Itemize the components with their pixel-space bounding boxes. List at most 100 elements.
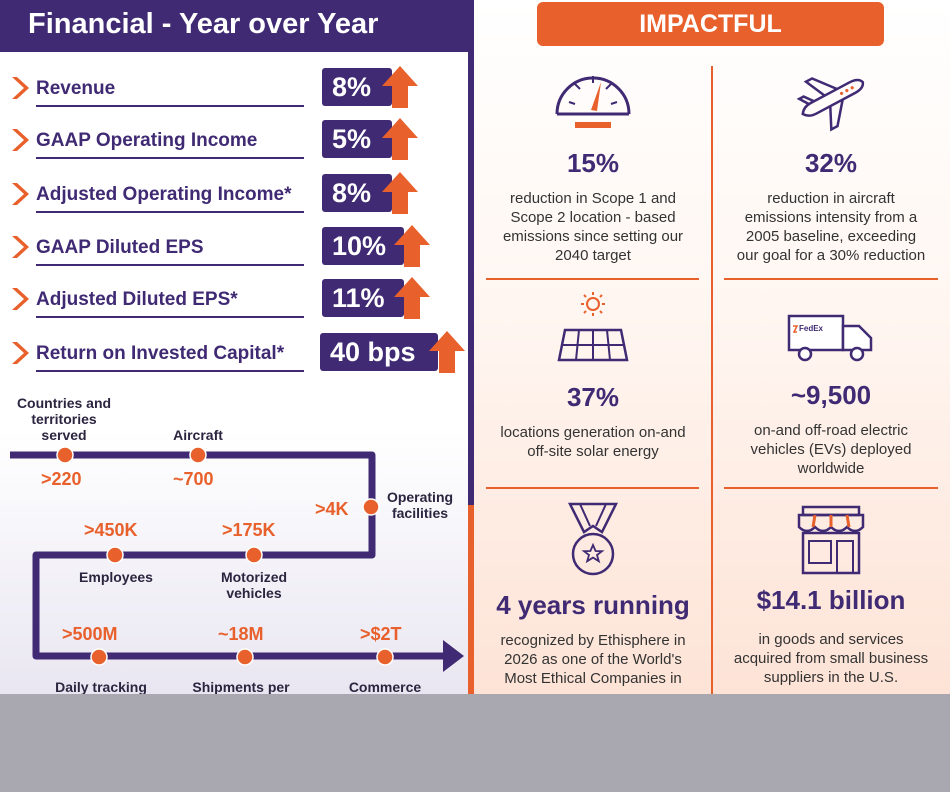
arrow-up-icon — [429, 331, 465, 373]
impact-description: reduction in aircraft emissions intensit… — [716, 189, 946, 265]
impact-description-line: recognized by Ethisphere in — [500, 632, 686, 649]
impact-description-line: acquired from small business — [733, 650, 929, 667]
impact-description: in goods and services acquired from smal… — [716, 630, 946, 687]
chevron-right-icon — [12, 129, 29, 151]
impactful-panel: IMPACTFUL 15% reduction in Scope 1 and S… — [474, 0, 950, 694]
node-dot — [56, 446, 74, 464]
impact-description-line: reduction in aircraft — [767, 190, 895, 207]
metric-row-return-on-invested-capital: Return on Invested Capital* 40 bps — [0, 331, 468, 379]
metric-underline — [36, 316, 304, 318]
metric-value: 5% — [322, 120, 392, 158]
impact-value: 15% — [566, 148, 620, 178]
metric-value: 40 bps — [320, 333, 438, 371]
metric-label: GAAP Operating Income — [36, 130, 258, 151]
node-dot — [245, 546, 263, 564]
node-dot — [362, 498, 380, 516]
chevron-right-icon — [12, 183, 29, 205]
node-value-employees: >450K — [84, 520, 138, 540]
medal-icon — [567, 502, 619, 576]
impact-description-line: our goal for a 30% reduction — [736, 247, 926, 264]
grid-divider-vertical — [711, 66, 713, 694]
grid-divider-horizontal — [486, 278, 699, 280]
metric-underline — [36, 105, 304, 107]
node-value-commerce: >$2T — [360, 624, 402, 644]
impact-description-line: vehicles (EVs) deployed — [750, 441, 912, 458]
node-value-aircraft: ~700 — [173, 469, 214, 489]
arrow-up-icon — [382, 172, 418, 214]
metric-row-revenue: Revenue 8% — [0, 66, 468, 114]
empty-bottom-area — [0, 694, 950, 792]
node-dot — [236, 648, 254, 666]
impact-description-line: 2040 target — [555, 247, 631, 264]
impact-value: $14.1 billion — [756, 585, 906, 615]
grid-divider-horizontal — [486, 487, 699, 489]
delivery-truck-icon: FedEx — [787, 314, 873, 362]
impactful-title: IMPACTFUL — [537, 2, 884, 46]
network-path — [10, 446, 464, 672]
metric-label: GAAP Diluted EPS — [36, 237, 204, 258]
impact-description-line: reduction in Scope 1 and — [510, 190, 676, 207]
impact-value: 4 years running — [496, 590, 690, 620]
metric-value: 8% — [322, 174, 392, 212]
impact-description: on-and off-road electric vehicles (EVs) … — [716, 421, 946, 478]
node-label-employees: Employees — [79, 569, 153, 585]
grid-divider-horizontal — [724, 487, 938, 489]
metric-label: Adjusted Operating Income* — [36, 184, 292, 205]
impact-cell-small-business: $14.1 billion in goods and services acqu… — [716, 503, 946, 687]
metric-label: Adjusted Diluted EPS* — [36, 289, 238, 310]
impact-description-line: Scope 2 location - based — [510, 209, 676, 226]
impact-description: locations generation on-and off-site sol… — [478, 423, 708, 461]
impact-description: reduction in Scope 1 and Scope 2 locatio… — [478, 189, 708, 265]
metric-value: 10% — [322, 227, 404, 265]
metric-value: 11% — [322, 279, 404, 317]
node-label-operating-facilities: Operating facilities — [386, 489, 454, 521]
node-dot — [90, 648, 108, 666]
impact-description-line: suppliers in the U.S. — [763, 669, 899, 686]
metric-value: 8% — [322, 68, 392, 106]
node-value-operating-facilities: >4K — [315, 499, 349, 519]
truck-logo-text: FedEx — [799, 324, 824, 333]
node-dot — [106, 546, 124, 564]
metric-row-gaap-diluted-eps: GAAP Diluted EPS 10% — [0, 225, 468, 273]
impact-cell-aircraft: 32% reduction in aircraft emissions inte… — [716, 64, 946, 265]
metric-label: Revenue — [36, 78, 116, 99]
metric-underline — [36, 370, 304, 372]
node-dot — [189, 446, 207, 464]
panel-divider — [468, 0, 474, 694]
impact-value: 37% — [566, 382, 620, 412]
node-label-countries: Countries and territories served — [16, 395, 112, 443]
impact-description-line: on-and off-road electric — [754, 422, 908, 439]
arrow-up-icon — [382, 118, 418, 160]
metric-row-gaap-operating-income: GAAP Operating Income 5% — [0, 118, 468, 166]
arrow-up-icon — [382, 66, 418, 108]
metric-label: Return on Invested Capital* — [36, 343, 285, 364]
node-value-daily-tracking: >500M — [62, 624, 118, 644]
impact-description-line: emissions since setting our — [502, 228, 684, 245]
node-label-aircraft: Aircraft — [173, 427, 223, 443]
financial-title: Financial - Year over Year — [28, 8, 379, 40]
impact-description-line: 2005 baseline, exceeding — [745, 228, 917, 245]
chevron-right-icon — [12, 77, 29, 99]
grid-divider-horizontal — [724, 278, 938, 280]
metric-underline — [36, 157, 304, 159]
node-label-shipments: Shipments per — [192, 679, 290, 694]
node-value-shipments: ~18M — [218, 624, 264, 644]
chevron-right-icon — [12, 288, 29, 310]
impact-description: recognized by Ethisphere in 2026 as one … — [478, 631, 708, 688]
impact-cell-ev: FedEx ~9,500 on-and off-road electric ve… — [716, 310, 946, 478]
node-label-commerce: Commerce — [348, 679, 422, 694]
solar-panel-icon — [557, 292, 629, 362]
impact-description-line: off-site solar energy — [527, 443, 659, 460]
metric-underline — [36, 264, 304, 266]
impact-description-line: worldwide — [797, 460, 865, 477]
storefront-icon — [797, 505, 865, 575]
metric-row-adjusted-diluted-eps: Adjusted Diluted EPS* 11% — [0, 277, 468, 325]
impact-description-line: emissions intensity from a — [744, 209, 918, 226]
impact-value: ~9,500 — [790, 380, 872, 410]
node-label-motorized-vehicles: Motorized vehicles — [220, 569, 288, 601]
impact-cell-ethics: 4 years running recognized by Ethisphere… — [478, 500, 708, 688]
node-value-countries: >220 — [41, 469, 82, 489]
impact-description-line: locations generation on-and — [500, 424, 686, 441]
metric-row-adjusted-operating-income: Adjusted Operating Income* 8% — [0, 172, 468, 220]
financial-header: Financial - Year over Year — [0, 0, 468, 52]
